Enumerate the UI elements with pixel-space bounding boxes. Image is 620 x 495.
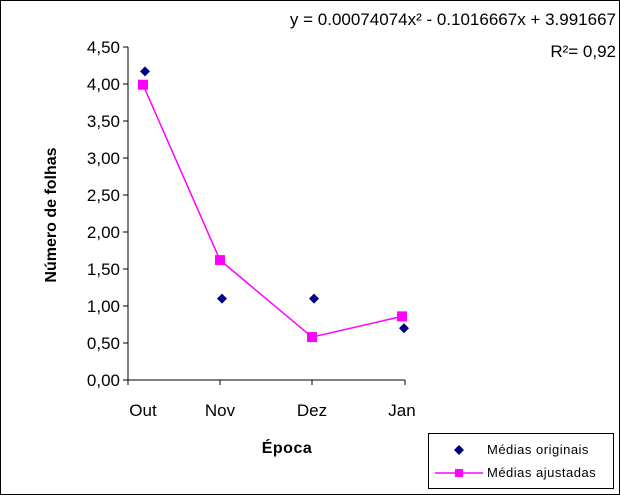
x-tick-label: Nov <box>205 401 236 420</box>
original-data-point <box>140 66 150 77</box>
x-tick-label: Out <box>129 401 157 420</box>
fitted-series-line <box>142 84 403 338</box>
x-axis-title: Época <box>261 440 313 457</box>
y-tick-label: 2,50 <box>87 186 120 205</box>
y-tick-label: 2,00 <box>87 223 120 242</box>
y-tick-label: 3,50 <box>87 112 120 131</box>
legend-line-square-marker-icon <box>435 469 483 477</box>
y-tick-label: 4,50 <box>87 38 120 57</box>
legend-label-fitted: Médias ajustadas <box>487 465 597 480</box>
y-tick-label: 0,50 <box>87 334 120 353</box>
legend: Médias originais Médias ajustadas <box>428 433 614 489</box>
trendline-equation: y = 0.00074074x² - 0.1016667x + 3.991667 <box>289 10 616 29</box>
y-tick-label: 1,00 <box>87 297 120 316</box>
y-tick-label: 1,50 <box>87 260 120 279</box>
y-tick-label: 3,00 <box>87 149 120 168</box>
trendline-r-squared: R²= 0,92 <box>550 42 616 61</box>
fitted-data-point <box>138 79 148 90</box>
y-tick-label: 0,00 <box>87 371 120 390</box>
original-data-point <box>309 293 319 304</box>
y-tick-label: 4,00 <box>87 75 120 94</box>
x-tick-label: Dez <box>297 401 327 420</box>
original-data-point <box>399 323 409 334</box>
fitted-data-point <box>307 332 317 343</box>
legend-item-fitted: Médias ajustadas <box>429 462 613 484</box>
legend-item-original: Médias originais <box>429 439 613 461</box>
fitted-data-point <box>397 311 407 322</box>
x-tick-label: Jan <box>388 401 415 420</box>
legend-label-original: Médias originais <box>487 442 589 457</box>
fitted-data-point <box>215 255 225 266</box>
original-data-point <box>217 293 227 304</box>
legend-diamond-marker-icon <box>454 445 464 455</box>
y-axis-title: Número de folhas <box>43 147 60 283</box>
